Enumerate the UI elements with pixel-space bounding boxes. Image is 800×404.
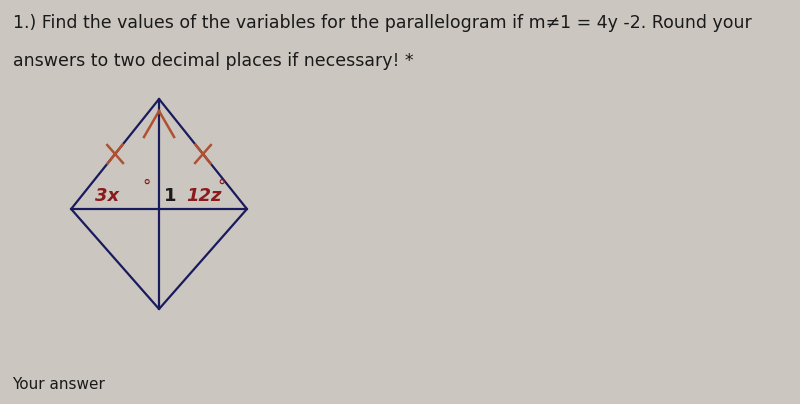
Text: Your answer: Your answer [13,377,106,392]
Text: 1: 1 [164,187,177,205]
Text: answers to two decimal places if necessary! *: answers to two decimal places if necessa… [13,52,413,70]
Text: °: ° [142,178,150,196]
Text: 12z: 12z [186,187,222,205]
Text: 3x: 3x [94,187,119,205]
Text: °: ° [218,178,226,196]
Text: 1.) Find the values of the variables for the parallelogram if m≠1 = 4y -2. Round: 1.) Find the values of the variables for… [13,14,751,32]
